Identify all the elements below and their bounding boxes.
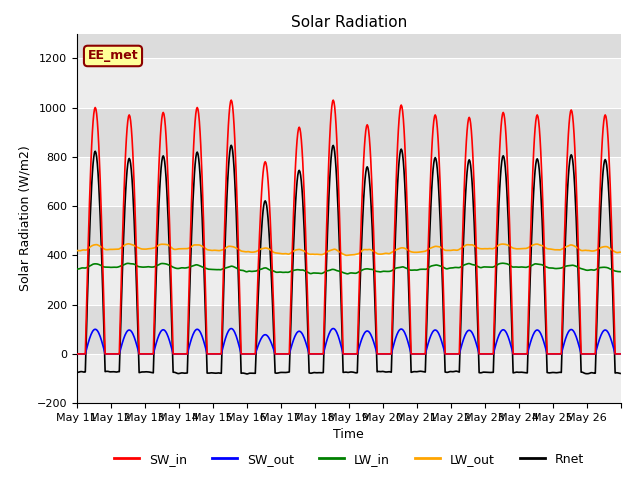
SW_out bbox=[237, 351, 245, 357]
SW_out bbox=[616, 351, 624, 357]
LW_in bbox=[436, 263, 444, 269]
Bar bbox=[77, 354, 621, 403]
Line: SW_in: SW_in bbox=[77, 100, 620, 354]
LW_out bbox=[237, 248, 245, 254]
LW_out bbox=[343, 252, 351, 258]
SW_in bbox=[436, 164, 444, 170]
SW_in bbox=[405, 269, 413, 275]
LW_in bbox=[499, 260, 506, 266]
Bar bbox=[77, 58, 621, 108]
Bar bbox=[77, 206, 621, 255]
Y-axis label: Solar Radiation (W/m2): Solar Radiation (W/m2) bbox=[18, 145, 31, 291]
LW_out bbox=[264, 246, 272, 252]
LW_out bbox=[73, 248, 81, 253]
Rnet bbox=[237, 371, 245, 376]
Bar bbox=[77, 305, 621, 354]
Bar bbox=[77, 255, 621, 305]
LW_in bbox=[344, 271, 351, 276]
SW_out bbox=[264, 334, 272, 339]
LW_in bbox=[264, 266, 271, 272]
SW_in bbox=[227, 97, 235, 103]
LW_out bbox=[125, 241, 132, 247]
SW_in bbox=[285, 351, 292, 357]
Line: SW_out: SW_out bbox=[77, 328, 620, 354]
LW_out bbox=[406, 248, 413, 254]
Title: Solar Radiation: Solar Radiation bbox=[291, 15, 407, 30]
SW_out bbox=[285, 351, 292, 357]
SW_out bbox=[436, 332, 444, 338]
Bar bbox=[77, 108, 621, 157]
LW_out bbox=[436, 244, 444, 250]
Line: Rnet: Rnet bbox=[77, 145, 620, 374]
Line: LW_out: LW_out bbox=[77, 244, 620, 255]
Rnet bbox=[406, 320, 413, 326]
LW_in bbox=[73, 266, 81, 272]
Legend: SW_in, SW_out, LW_in, LW_out, Rnet: SW_in, SW_out, LW_in, LW_out, Rnet bbox=[109, 448, 589, 471]
LW_in bbox=[616, 269, 624, 275]
Line: LW_in: LW_in bbox=[77, 263, 620, 274]
X-axis label: Time: Time bbox=[333, 429, 364, 442]
SW_in bbox=[237, 351, 245, 357]
Bar bbox=[77, 157, 621, 206]
Rnet bbox=[616, 371, 624, 376]
LW_in bbox=[237, 267, 244, 273]
SW_in bbox=[137, 351, 145, 357]
Rnet bbox=[137, 369, 145, 375]
Rnet bbox=[243, 371, 251, 377]
Rnet bbox=[227, 143, 235, 148]
Rnet bbox=[285, 369, 293, 375]
SW_in bbox=[616, 351, 624, 357]
LW_in bbox=[137, 264, 145, 270]
Text: EE_met: EE_met bbox=[88, 49, 138, 62]
Rnet bbox=[436, 218, 444, 224]
SW_out bbox=[405, 343, 413, 348]
LW_out bbox=[616, 249, 624, 255]
SW_out bbox=[137, 351, 145, 357]
SW_out bbox=[227, 325, 235, 331]
SW_in bbox=[73, 351, 81, 357]
SW_in bbox=[264, 178, 272, 184]
LW_out bbox=[285, 251, 292, 257]
LW_in bbox=[405, 267, 413, 273]
LW_in bbox=[284, 269, 292, 275]
SW_out bbox=[73, 351, 81, 357]
LW_out bbox=[138, 246, 145, 252]
Rnet bbox=[73, 370, 81, 375]
Rnet bbox=[265, 225, 273, 231]
